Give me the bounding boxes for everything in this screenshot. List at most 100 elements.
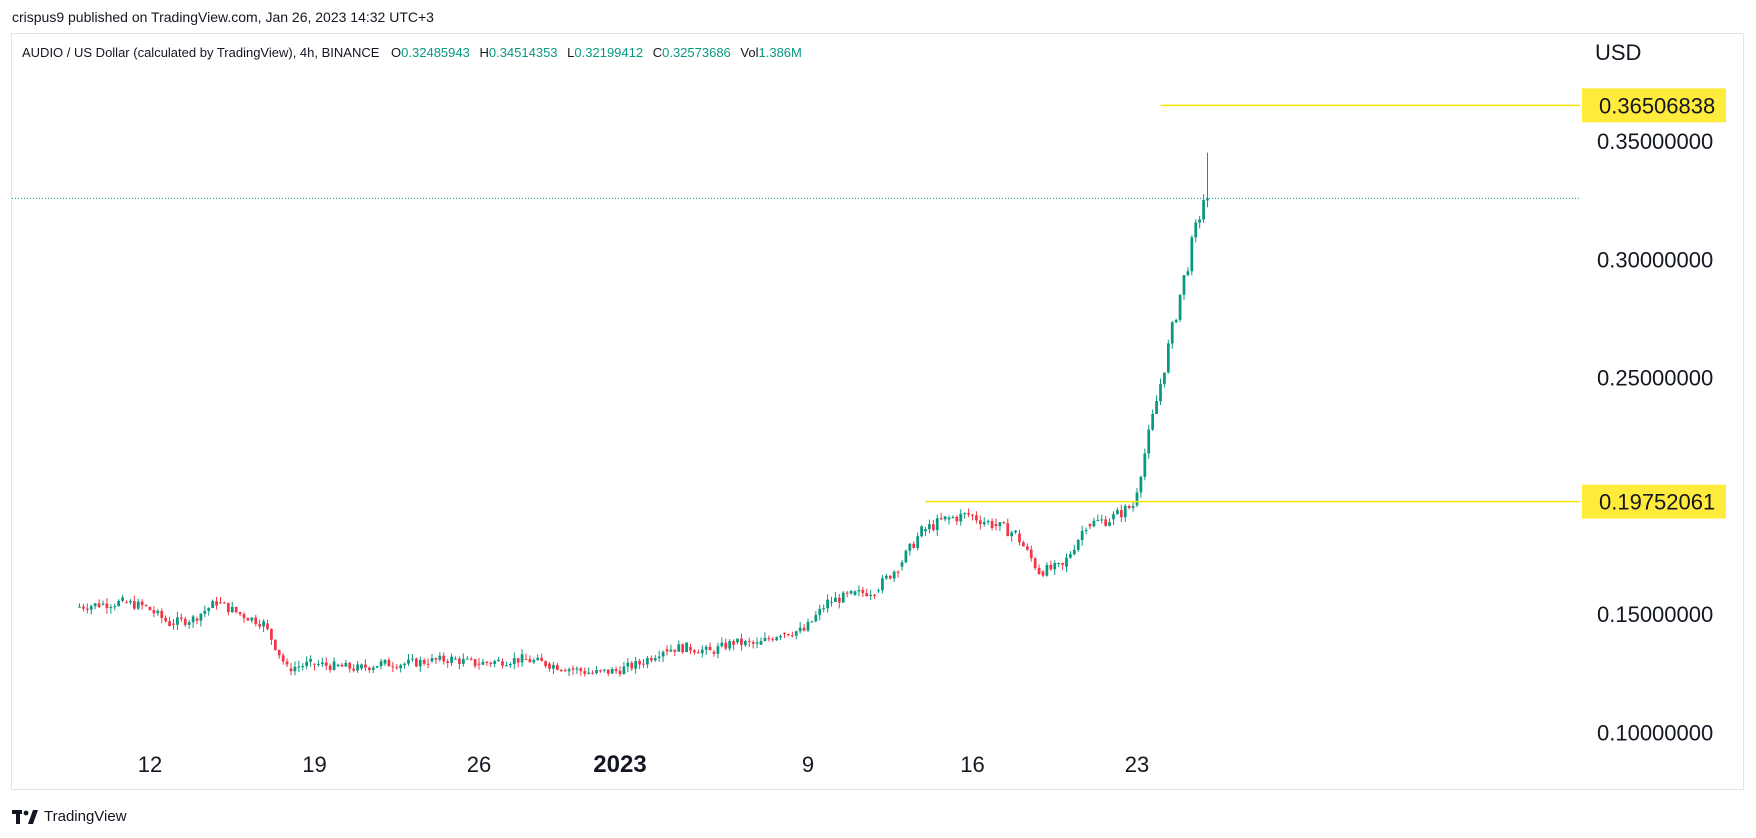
x-tick-label: 23 <box>1125 752 1149 777</box>
candle-body <box>552 664 555 669</box>
candle-body <box>1065 557 1068 567</box>
candle-body <box>971 514 974 516</box>
candle-body <box>669 649 673 652</box>
candle-body <box>787 634 790 636</box>
candle-body <box>704 646 708 650</box>
candle-body <box>712 651 716 654</box>
candle-body <box>101 603 105 605</box>
candle-body <box>646 658 649 665</box>
candle-body <box>947 517 951 520</box>
candle-body <box>187 622 191 625</box>
candle-body <box>794 631 798 636</box>
symbol-title[interactable]: AUDIO / US Dollar (calculated by Trading… <box>22 45 380 60</box>
candle-body <box>1076 540 1080 550</box>
candle-body <box>1010 532 1014 537</box>
candle-body <box>763 638 767 642</box>
candle-body <box>540 657 544 662</box>
candle-body <box>975 515 978 521</box>
candle-body <box>508 664 512 666</box>
candle-body <box>352 668 356 671</box>
candle-body <box>121 597 124 601</box>
candle-body <box>82 606 85 609</box>
candle-body <box>963 513 967 515</box>
candle-body <box>289 668 293 672</box>
candle-body <box>959 513 963 522</box>
x-tick-label: 9 <box>802 752 814 777</box>
candle-body <box>458 658 461 664</box>
candle-body <box>693 650 696 653</box>
candle-body <box>320 662 324 664</box>
candle-body <box>324 662 328 666</box>
candle-body <box>1202 199 1205 220</box>
candle-body <box>1178 294 1182 320</box>
price-label-badge <box>1582 88 1726 123</box>
candle-body <box>994 524 998 527</box>
candle-body <box>97 603 101 608</box>
candle-body <box>454 658 457 660</box>
candle-body <box>1135 492 1139 506</box>
candle-body <box>1037 567 1041 575</box>
candle-body <box>606 669 610 674</box>
candle-body <box>273 639 277 650</box>
candle-body <box>536 657 540 661</box>
candle-body <box>1170 322 1174 344</box>
candle-body <box>144 605 148 607</box>
candle-body <box>826 599 829 609</box>
candle-body <box>614 669 618 671</box>
candle-body <box>512 658 516 665</box>
candle-body <box>367 667 371 670</box>
candle-body <box>532 660 536 663</box>
candle-body <box>559 669 563 671</box>
candle-body <box>1139 476 1143 493</box>
y-tick-label: 0.30000000 <box>1597 247 1713 272</box>
candle-body <box>266 623 269 629</box>
tradingview-logo[interactable]: TradingView <box>12 808 127 825</box>
candle-body <box>1006 523 1010 537</box>
candle-body <box>340 664 344 667</box>
candle-body <box>160 610 164 618</box>
candle-body <box>183 618 187 625</box>
candle-body <box>685 642 688 653</box>
candle-body <box>438 655 442 660</box>
candle-body <box>481 661 485 665</box>
candle-body <box>85 608 89 610</box>
candle-body <box>293 666 297 672</box>
candle-body <box>837 597 841 603</box>
currency-label: USD <box>1595 40 1642 65</box>
candle-body <box>219 602 222 604</box>
candle-body <box>1092 520 1096 527</box>
candle-body <box>951 516 955 518</box>
candle-body <box>223 602 226 604</box>
candle-body <box>728 641 732 649</box>
candle-body <box>1166 343 1170 373</box>
candle-body <box>798 627 802 632</box>
candle-body <box>258 624 262 627</box>
candle-body <box>1186 271 1190 276</box>
candle-body <box>383 659 387 664</box>
tradingview-brand: TradingView <box>44 808 127 825</box>
candle-body <box>755 642 759 644</box>
candle-body <box>1147 429 1151 454</box>
candle-body <box>164 617 168 622</box>
open-value: 0.32485943 <box>401 45 470 60</box>
candle-body <box>270 628 273 640</box>
candle-body <box>1190 237 1194 272</box>
candle-body <box>1163 372 1166 385</box>
candle-body <box>630 662 634 669</box>
y-tick-label: 0.25000000 <box>1597 366 1713 391</box>
publisher-caption: crispus9 published on TradingView.com, J… <box>12 9 434 25</box>
candle-body <box>132 601 136 609</box>
candle-body <box>696 652 700 654</box>
candle-body <box>1123 505 1127 518</box>
candle-body <box>199 613 203 621</box>
candle-body <box>990 521 994 529</box>
candle-body <box>328 665 332 670</box>
candle-body <box>172 623 175 625</box>
candle-body <box>716 646 720 654</box>
candle-body <box>834 597 837 603</box>
candle-body <box>1108 522 1111 526</box>
candle-body <box>595 670 598 674</box>
candle-body <box>411 658 414 660</box>
candle-body <box>900 562 904 567</box>
